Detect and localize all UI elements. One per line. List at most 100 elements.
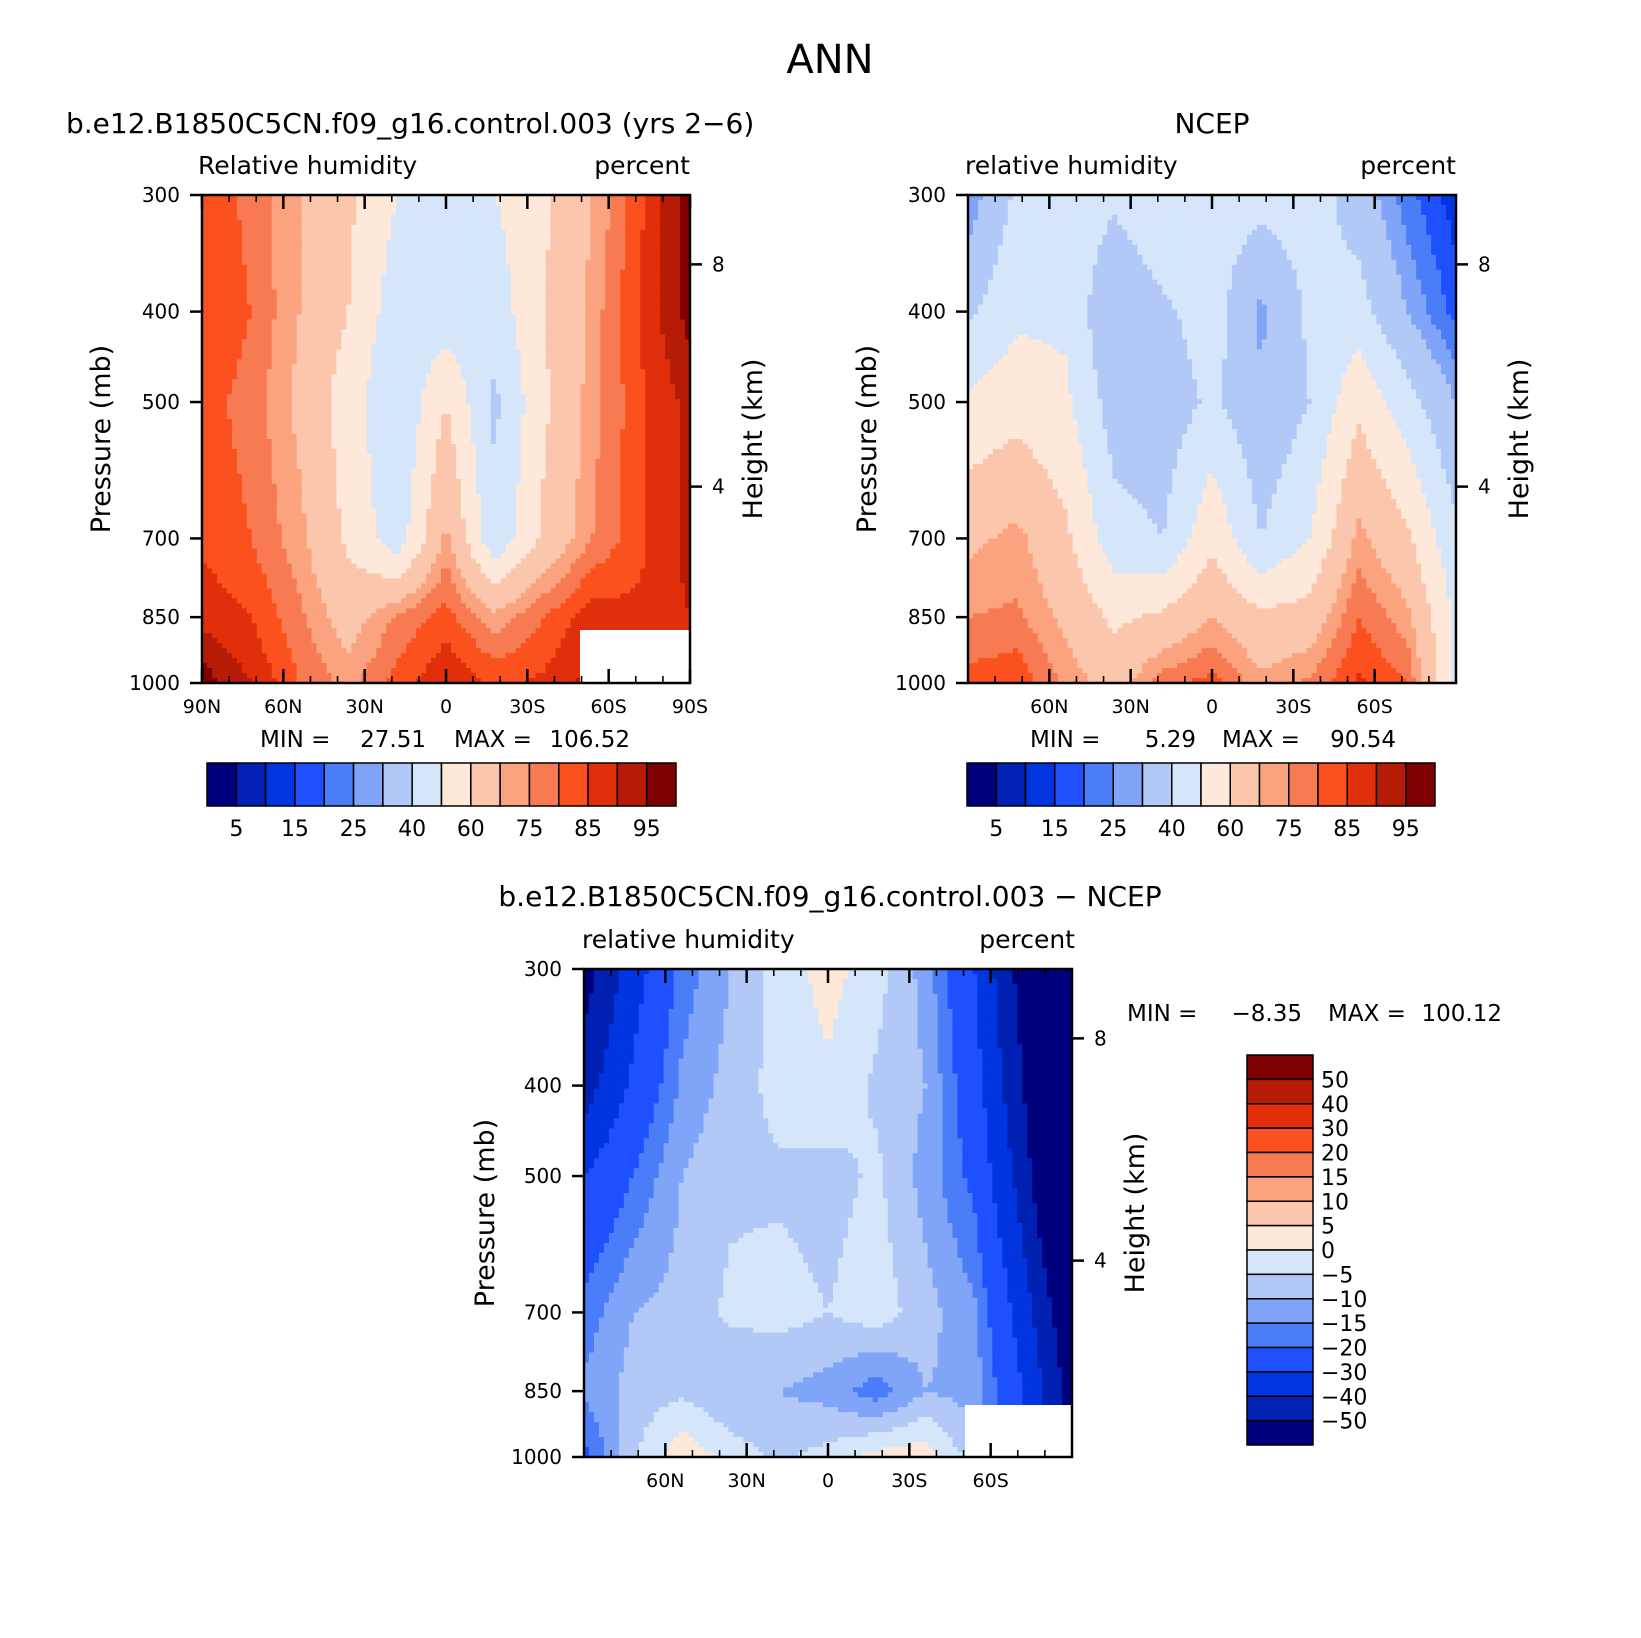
contour-cell <box>461 404 467 410</box>
contour-cell <box>307 285 313 291</box>
contour-cell <box>341 265 347 271</box>
contour-cell <box>346 389 352 395</box>
contour-cell <box>336 369 342 375</box>
contour-cell <box>670 384 676 390</box>
contour-cell <box>456 404 462 410</box>
contour-cell <box>496 439 502 445</box>
contour-cell <box>431 394 437 400</box>
contour-cell <box>322 250 328 256</box>
contour-cell <box>326 290 332 296</box>
contour-cell <box>590 255 596 261</box>
contour-cell <box>501 319 507 325</box>
contour-cell <box>416 305 422 311</box>
contour-cell <box>302 444 308 450</box>
contour-cell <box>486 255 492 261</box>
contour-cell <box>506 344 512 350</box>
contour-cell <box>257 305 263 311</box>
contour-cell <box>665 419 671 425</box>
contour-cell <box>521 315 527 321</box>
contour-cell <box>207 205 213 211</box>
contour-cell <box>441 319 447 325</box>
contour-cell <box>247 225 253 231</box>
contour-cell <box>287 290 293 296</box>
contour-cell <box>610 305 616 311</box>
contour-cell <box>361 310 367 316</box>
contour-cell <box>625 424 631 430</box>
contour-cell <box>341 290 347 296</box>
contour-cell <box>506 310 512 316</box>
contour-cell <box>541 220 547 226</box>
contour-cell <box>570 434 576 440</box>
contour-cell <box>471 225 477 231</box>
contour-cell <box>386 210 392 216</box>
contour-cell <box>242 275 248 281</box>
contour-cell <box>267 369 273 375</box>
contour-cell <box>536 210 542 216</box>
contour-cell <box>526 215 532 221</box>
contour-cell <box>356 419 362 425</box>
contour-cell <box>620 210 626 216</box>
contour-cell <box>326 265 332 271</box>
contour-cell <box>461 240 467 246</box>
contour-cell <box>257 364 263 370</box>
contour-cell <box>406 265 412 271</box>
contour-cell <box>580 424 586 430</box>
contour-cell <box>461 300 467 306</box>
contour-cell <box>670 265 676 271</box>
contour-cell <box>346 290 352 296</box>
contour-cell <box>501 230 507 236</box>
contour-cell <box>580 344 586 350</box>
contour-cell <box>655 235 661 241</box>
contour-cell <box>391 290 397 296</box>
contour-cell <box>501 394 507 400</box>
contour-cell <box>665 300 671 306</box>
contour-cell <box>610 334 616 340</box>
contour-cell <box>272 280 278 286</box>
contour-cell <box>401 374 407 380</box>
contour-cell <box>267 300 273 306</box>
contour-cell <box>396 429 402 435</box>
contour-cell <box>496 399 502 405</box>
contour-cell <box>287 364 293 370</box>
contour-cell <box>317 339 323 345</box>
contour-cell <box>336 324 342 330</box>
model-contour-field <box>202 195 691 684</box>
contour-cell <box>217 339 223 345</box>
contour-cell <box>680 235 686 241</box>
contour-cell <box>436 240 442 246</box>
contour-cell <box>595 439 601 445</box>
contour-cell <box>326 439 332 445</box>
contour-cell <box>331 339 337 345</box>
contour-cell <box>526 349 532 355</box>
contour-cell <box>486 354 492 360</box>
contour-cell <box>396 280 402 286</box>
contour-cell <box>426 200 432 206</box>
contour-cell <box>341 429 347 435</box>
contour-cell <box>247 404 253 410</box>
contour-cell <box>526 255 532 261</box>
contour-cell <box>227 310 233 316</box>
contour-cell <box>566 374 572 380</box>
contour-cell <box>431 389 437 395</box>
contour-cell <box>446 329 452 335</box>
contour-cell <box>272 220 278 226</box>
contour-cell <box>431 265 437 271</box>
contour-cell <box>252 434 258 440</box>
contour-cell <box>322 414 328 420</box>
contour-cell <box>660 300 666 306</box>
contour-cell <box>461 205 467 211</box>
contour-cell <box>660 315 666 321</box>
contour-cell <box>650 424 656 430</box>
contour-cell <box>212 354 218 360</box>
contour-cell <box>436 215 442 221</box>
contour-cell <box>471 324 477 330</box>
contour-cell <box>471 310 477 316</box>
contour-cell <box>570 240 576 246</box>
contour-cell <box>556 394 562 400</box>
contour-cell <box>262 389 268 395</box>
contour-cell <box>595 369 601 375</box>
contour-cell <box>312 389 318 395</box>
contour-cell <box>650 354 656 360</box>
contour-cell <box>257 424 263 430</box>
contour-cell <box>386 329 392 335</box>
